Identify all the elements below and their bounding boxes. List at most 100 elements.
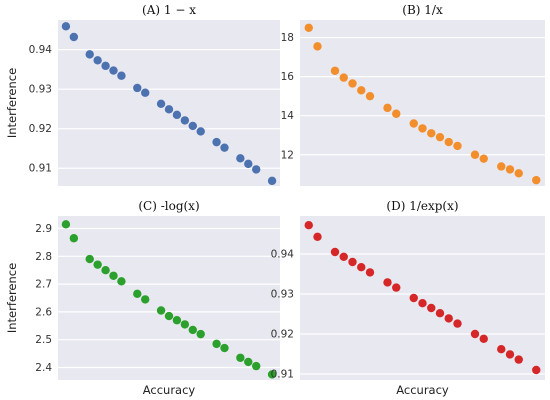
panel1-point (117, 71, 126, 80)
panel4-point (444, 314, 453, 323)
panel1-ytick-label: 0.93 (29, 84, 52, 96)
panel3-point (141, 295, 150, 304)
panel2-point (330, 66, 340, 75)
panel2-point (348, 79, 357, 88)
panel2-point (453, 141, 462, 151)
panel4-ytick-label: 0.93 (271, 289, 294, 301)
panel2-ytick-label: 12 (281, 149, 294, 161)
panel3-point (156, 306, 166, 315)
panel3-point (109, 271, 118, 280)
panel3-point (220, 343, 229, 353)
panel3-ytick-label: 2.7 (35, 279, 52, 291)
panel1-point (196, 127, 205, 136)
panel2-point (505, 165, 515, 174)
panel4-point (532, 365, 541, 375)
panel4-point (304, 221, 313, 230)
panel2-point (313, 42, 322, 51)
panel3: 2.4 2.5 2.6 2.7 2.8 2.9 (C) -log(x) Interferenc… (5, 199, 280, 397)
panel2-point (409, 119, 418, 128)
panel4-point (514, 355, 523, 364)
panel3-point (172, 316, 182, 325)
panel1-point (133, 83, 142, 93)
panel1-ytick-label: 0.94 (29, 44, 53, 56)
panel1-title: (A) 1 − x (142, 3, 196, 17)
panel3-ytick-label: 2.8 (35, 251, 52, 263)
panel2-point (497, 162, 506, 171)
panel1-point (101, 61, 110, 71)
panel1-point (69, 32, 79, 42)
panel3-ytick-label: 2.6 (35, 306, 52, 318)
panel2-ytick-label: 14 (281, 110, 295, 122)
panel2-point (514, 169, 523, 178)
panel2-point (435, 132, 445, 142)
panel3-ytick-label: 2.4 (35, 362, 52, 374)
panel2-point (427, 129, 436, 138)
panel1-point (212, 137, 221, 147)
panel3-point (244, 357, 253, 367)
panel3-point (85, 254, 94, 264)
panel2-point (365, 91, 375, 101)
panel3-title: (C) -log(x) (138, 199, 199, 213)
panel4-point (392, 283, 401, 292)
panel4-point (479, 334, 488, 343)
panel4-point (313, 232, 322, 241)
panel3-plot-area (58, 216, 280, 380)
panel3-point (196, 329, 205, 339)
panel1-point (109, 66, 118, 75)
panel2-point (444, 137, 453, 147)
panel3-point (212, 339, 221, 349)
panel4-ytick-label: 0.94 (271, 249, 295, 261)
panel4-point (453, 319, 462, 328)
panel1-point (244, 159, 253, 169)
panel1-point (61, 22, 71, 31)
panel3-point (267, 370, 277, 379)
panel3-ytick-label: 2.5 (35, 334, 52, 346)
panel3-point (180, 320, 190, 329)
panel3-point (133, 289, 142, 299)
panel3-point (164, 311, 174, 321)
panel4-x-axis-label: Accuracy (396, 383, 449, 397)
panel2-point (418, 124, 427, 133)
panel3-x-axis-label: Accuracy (143, 383, 196, 397)
panel4-point (497, 345, 506, 354)
panel4-point (505, 350, 515, 359)
panel2-point (392, 109, 401, 118)
panel3-point (117, 277, 126, 286)
panel1-point (93, 56, 102, 65)
panel3-point (188, 325, 197, 335)
panel3-point (93, 260, 102, 269)
panel3-point (236, 353, 245, 362)
panel1-point (141, 88, 150, 97)
panel2-point (357, 86, 366, 95)
panel2-plot-area (300, 20, 545, 186)
panel3-point (69, 234, 79, 243)
panel4-point (418, 299, 427, 308)
panel2-point (479, 154, 488, 163)
panel4-ytick-label: 0.91 (271, 369, 294, 381)
panel4-point (357, 263, 366, 272)
panel1-point (267, 176, 277, 186)
panel4-point (365, 268, 375, 277)
panel4-point (330, 247, 340, 257)
panel1-point (220, 143, 229, 152)
panel1-point (180, 116, 190, 125)
panel3-point (252, 361, 261, 371)
panel2: 12 14 16 18 (B) 1/x (281, 3, 545, 186)
panel4-point (339, 252, 348, 261)
panel3-ytick-label: 2.9 (35, 223, 52, 235)
panel4-title: (D) 1/exp(x) (386, 199, 458, 213)
panel3-point (61, 220, 71, 229)
panel1-point (236, 154, 245, 163)
panel2-point (470, 150, 480, 159)
panel2-ytick-label: 16 (281, 71, 295, 83)
panel1-point (85, 50, 94, 59)
panel4-point (470, 329, 480, 339)
panel2-point (304, 23, 313, 33)
panel4-ytick-label: 0.92 (271, 329, 294, 341)
panel4-point (435, 309, 445, 318)
panel2-title: (B) 1/x (402, 3, 443, 17)
panel4-point (348, 257, 357, 267)
panel2-ytick-label: 18 (281, 32, 294, 44)
panel2-point (339, 73, 348, 82)
